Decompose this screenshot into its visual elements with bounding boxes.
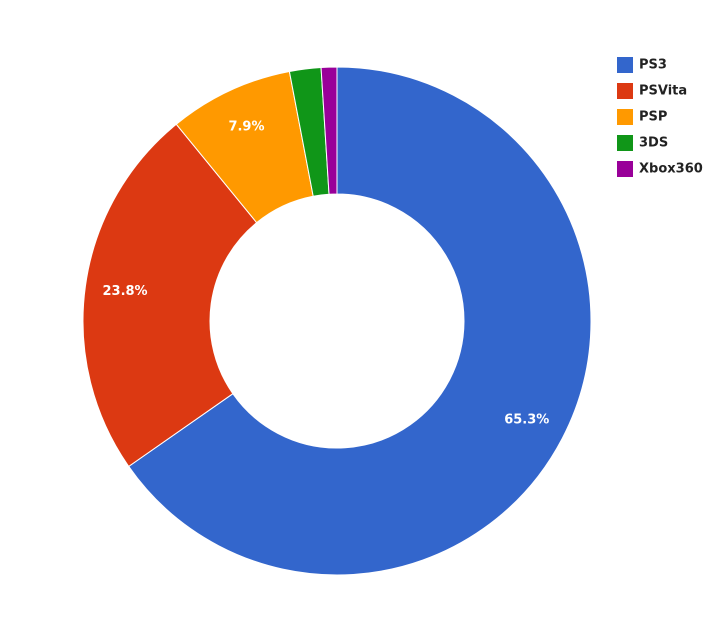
legend-swatch (617, 83, 633, 99)
legend-label: Xbox360 (639, 162, 703, 177)
legend-swatch (617, 57, 633, 73)
value-label: 7.9% (228, 120, 264, 135)
legend-swatch (617, 109, 633, 125)
value-label: 23.8% (102, 284, 147, 299)
legend-label: PSVita (639, 84, 687, 99)
slice (82, 123, 258, 468)
legend-label: PS3 (639, 58, 667, 73)
value-label: 65.3% (504, 412, 549, 427)
legend-swatch (617, 161, 633, 177)
legend-label: 3DS (639, 136, 668, 151)
legend-swatch (617, 135, 633, 151)
slice (128, 66, 592, 576)
legend-label: PSP (639, 110, 667, 125)
slice (320, 66, 338, 195)
